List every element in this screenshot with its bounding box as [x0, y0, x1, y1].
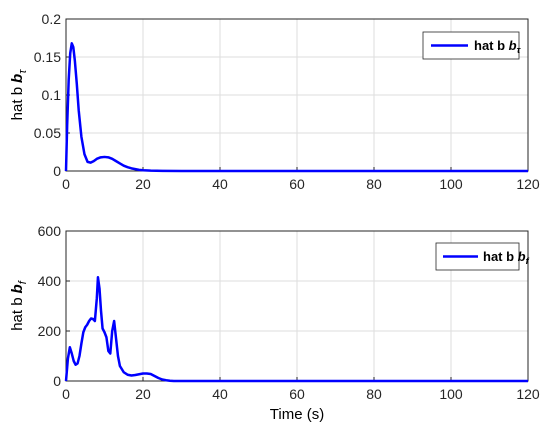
- x-tick-label: 120: [516, 386, 540, 402]
- y-tick-label: 200: [38, 323, 62, 339]
- y-tick-label: 600: [38, 223, 62, 239]
- x-tick-label: 80: [366, 386, 382, 402]
- top-plot-legend: hat b bτ: [422, 31, 522, 60]
- bottom-plot-legend: hat b bf: [435, 242, 530, 271]
- top-plot-y-ticks: 0 0.05 0.1 0.15 0.2: [34, 11, 70, 179]
- top-plot-series-line: [64, 42, 528, 173]
- bottom-plot-series-line: [64, 276, 528, 383]
- y-tick-label: 0.05: [34, 125, 61, 141]
- x-tick-label: 60: [289, 386, 305, 402]
- y-tick-label: 0.1: [42, 87, 62, 103]
- y-tick-label: 0.2: [42, 11, 62, 27]
- x-tick-label: 60: [289, 176, 305, 192]
- bottom-plot-y-ticks: 0 200 400 600: [38, 223, 70, 389]
- x-tick-label: 80: [366, 176, 382, 192]
- bottom-plot-y-label: hat bbf: [9, 280, 29, 331]
- x-tick-label: 0: [62, 176, 70, 192]
- x-tick-label: 40: [212, 176, 228, 192]
- x-tick-label: 100: [439, 386, 463, 402]
- y-tick-label: 0: [53, 163, 61, 179]
- x-tick-label: 120: [516, 176, 540, 192]
- y-tick-label: 0.15: [34, 49, 61, 65]
- y-tick-label: 400: [38, 273, 62, 289]
- x-tick-label: 0: [62, 386, 70, 402]
- top-plot-legend-label: hat b bτ: [474, 38, 522, 55]
- x-tick-label: 20: [135, 176, 151, 192]
- top-plot-panel: 0 20 40 60 80 100 120 00.050.10.150.2 hat bbτ …: [9, 11, 540, 192]
- x-tick-label: 20: [135, 386, 151, 402]
- bottom-plot-x-label: Time (s): [270, 406, 324, 423]
- bottom-plot-legend-label: hat b bf: [483, 249, 530, 266]
- y-tick-label: 0: [53, 373, 61, 389]
- bottom-plot-panel: 0 20 40 60 80 100 120 0 200 400 600 hat bbf Time …: [9, 223, 540, 423]
- x-tick-label: 40: [212, 386, 228, 402]
- bottom-plot-x-ticks: 0 20 40 60 80 100 120: [62, 377, 540, 402]
- x-tick-label: 100: [439, 176, 463, 192]
- top-plot-y-label: hat bbτ: [9, 69, 29, 121]
